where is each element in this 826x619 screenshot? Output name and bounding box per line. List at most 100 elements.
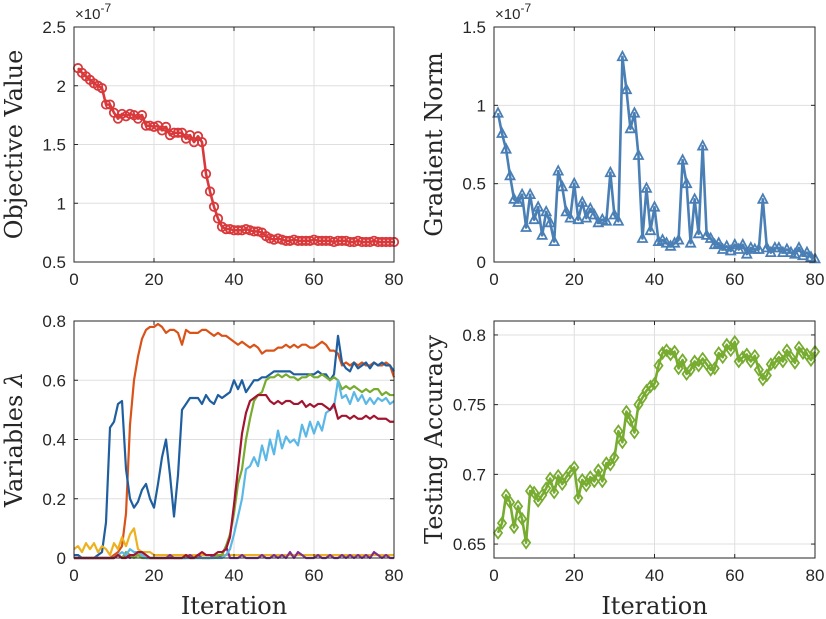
y-axis-label: Variables λ [0,372,28,508]
data-point [536,228,549,240]
data-point [644,223,657,236]
x-tick-label: 40 [645,270,664,289]
data-point [532,200,545,212]
x-tick-label: 0 [489,566,498,585]
data-point [104,99,116,110]
data-point [648,200,661,212]
data-point [621,404,632,419]
data-point [549,485,560,500]
data-point [705,362,716,377]
x-tick-label: 60 [305,566,324,585]
data-point [592,215,605,228]
data-point [204,186,216,197]
data-point [556,179,569,192]
data-point [568,176,581,189]
y-tick-label: 0.8 [42,312,66,331]
data-point [529,485,540,500]
data-point [564,211,577,223]
y-axis-label: Objective Value [0,50,28,240]
y-tick-label: 0.6 [42,371,66,390]
data-point [708,237,721,250]
series-line-1 [74,334,395,560]
data-point [645,379,656,394]
data-point [492,525,504,540]
data-point [609,450,620,465]
data-point [649,376,660,391]
data-point [725,343,736,358]
data-point [777,354,789,369]
x-tick-label: 80 [385,566,404,585]
series-line-6 [74,393,394,560]
data-point [576,195,589,207]
y-tick-label: 0.7 [462,465,486,484]
data-point [628,106,641,118]
x-tick-label: 20 [565,270,584,289]
y-tick-label: 0.5 [462,175,486,194]
x-tick-label: 40 [225,270,244,289]
axis-exponent-power: -7 [100,1,111,15]
x-tick-label: 40 [645,566,664,585]
axis-exponent-power: -7 [520,1,531,15]
panel-testing-accuracy: 0 20 40 60 80 0.65 0.7 0.75 0.8 Testing Accuracy I… [420,320,824,619]
series-group [72,63,400,248]
data-point [653,358,664,373]
data-point [160,121,172,132]
data-point [712,236,725,248]
data-point [508,192,521,204]
data-point [520,535,532,550]
data-point [136,110,148,121]
data-point [597,474,608,489]
data-point [500,142,513,154]
x-tick-label: 20 [565,566,584,585]
y-tick-label: 1 [477,96,486,115]
data-point [676,153,689,165]
data-point [717,350,728,365]
series-group [492,49,821,264]
data-point [677,353,688,368]
data-point [740,247,753,259]
data-point [572,212,585,225]
data-point [580,211,593,223]
data-point [504,168,517,181]
x-tick-label: 0 [69,270,78,289]
data-point [492,106,505,118]
x-tick-label: 60 [305,270,324,289]
data-point [700,228,713,240]
data-point [673,361,684,376]
data-point [752,242,765,254]
data-point [548,234,561,247]
data-point [756,192,769,204]
data-point [581,478,592,493]
data-point [100,99,112,110]
data-point [660,236,673,248]
panel-variables-lambda: 0 20 40 60 80 0 0.2 0.4 0.6 0.8 Variables λ Iterati… [0,312,403,619]
data-point [604,165,617,178]
data-point [652,234,665,247]
data-point [612,214,625,226]
y-tick-label: 0.8 [462,326,486,345]
panel-objective-value: 0 20 40 60 80 0.5 1 1.5 2 2.5 ×10-7 Objective Value [0,1,403,289]
data-point [749,348,760,363]
y-axis-symbol: λ [0,372,28,395]
x-axis-label: Iteration [601,592,707,619]
data-point [617,435,628,450]
series-line-0 [496,55,816,261]
y-tick-label: 0 [57,549,66,568]
data-point [516,187,529,200]
data-point [544,215,557,228]
data-point [512,499,524,514]
data-point [613,424,624,439]
data-point [724,244,737,256]
data-point [516,511,528,526]
data-point [212,213,224,224]
data-point [584,201,597,214]
data-point [541,481,552,496]
data-point [776,245,789,258]
data-point [616,49,629,62]
y-tick-label: 0 [477,253,486,272]
data-point [600,214,613,226]
y-tick-label: 0.75 [453,396,486,415]
y-tick-label: 0.2 [42,490,66,509]
data-point [780,242,793,254]
